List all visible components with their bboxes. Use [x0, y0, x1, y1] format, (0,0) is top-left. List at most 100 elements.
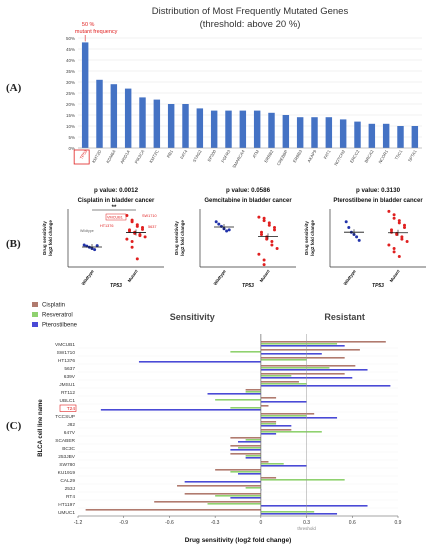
y-axis-label: log2 fold change — [180, 220, 185, 256]
bar — [397, 126, 404, 148]
data-point — [403, 223, 406, 227]
bar — [230, 497, 261, 499]
y-tick-label: HT1376 — [58, 358, 75, 364]
data-point — [257, 252, 261, 256]
bar — [207, 393, 261, 395]
data-point — [143, 235, 147, 239]
data-point — [130, 245, 134, 249]
bar — [238, 473, 261, 475]
bar — [260, 421, 277, 423]
chart-subtitle: (threshold: above 20 %) — [200, 19, 301, 30]
x-tick-label: PIK3CA — [134, 149, 146, 165]
data-point — [227, 228, 231, 232]
y-tick-label: SCABER — [55, 438, 75, 444]
p-value: p value: 0.0012 — [94, 187, 139, 194]
y-tick-label: RT112 — [61, 390, 75, 396]
y-tick-label: 20% — [66, 102, 75, 107]
bar — [184, 481, 261, 483]
bar — [215, 495, 261, 497]
x-tick-label: Wildtype — [212, 268, 227, 286]
legend-swatch — [32, 322, 38, 327]
x-tick-label: TSC1 — [394, 148, 404, 160]
x-tick-label: FAT4 — [179, 148, 189, 159]
bar — [245, 439, 261, 441]
bar — [260, 365, 356, 367]
x-tick-label: KMT2D — [91, 149, 102, 164]
data-point — [405, 239, 409, 243]
data-point — [397, 255, 401, 259]
data-point — [390, 230, 393, 234]
x-axis-label: TP53 — [110, 283, 122, 289]
bar — [230, 453, 261, 455]
bar — [260, 373, 345, 375]
bar — [230, 449, 261, 451]
bar — [260, 431, 322, 433]
y-tick-label: 5% — [68, 135, 75, 140]
data-point — [392, 250, 396, 254]
chart-title: Distribution of Most Frequently Mutated … — [152, 6, 349, 17]
data-point — [95, 244, 99, 248]
data-point — [125, 237, 129, 241]
data-point — [82, 243, 86, 247]
bar — [100, 409, 261, 411]
x-tick-label: Mutant — [389, 268, 401, 283]
y-tick-label: 639V — [64, 374, 76, 380]
bar — [124, 88, 132, 148]
data-point — [387, 243, 391, 247]
y-axis-label: BLCA cell line name — [38, 399, 44, 457]
bar — [245, 457, 261, 459]
bar — [85, 509, 261, 511]
data-point — [390, 228, 393, 232]
point-label: SW1710 — [142, 214, 157, 218]
x-tick-label: ATM — [251, 149, 260, 159]
highlight-box — [73, 149, 90, 165]
data-point — [357, 238, 361, 242]
highlight-box — [59, 404, 77, 412]
y-tick-label: 35% — [66, 69, 75, 74]
y-tick-label: J82 — [67, 422, 75, 428]
bar — [110, 84, 118, 148]
bar — [260, 343, 338, 345]
data-point — [347, 226, 351, 230]
x-tick-label: Wildtype — [342, 268, 357, 286]
x-tick-label: AKAP9 — [306, 148, 317, 163]
bar — [260, 479, 345, 481]
x-tick-label: SPTA1 — [407, 148, 418, 162]
data-point — [135, 257, 139, 261]
data-point — [267, 223, 271, 227]
data-point — [395, 233, 399, 237]
y-tick-label: 5637 — [64, 366, 75, 372]
data-point — [392, 246, 396, 250]
y-tick-label: SW780 — [59, 462, 75, 468]
bar — [260, 405, 269, 407]
y-tick-label: TCCSUP — [55, 414, 75, 420]
x-tick-label: -1.2 — [74, 520, 83, 526]
bar — [260, 349, 360, 351]
bar — [260, 359, 307, 361]
data-point — [270, 239, 274, 243]
bar — [260, 367, 330, 369]
data-point — [138, 234, 142, 238]
y-tick-label: 30% — [66, 80, 75, 85]
bar — [260, 425, 292, 427]
point-label: VMCUB1 — [107, 216, 123, 220]
bar — [96, 79, 103, 148]
y-tick-label: CAL29 — [60, 478, 75, 484]
bar — [260, 505, 368, 507]
data-point — [397, 221, 401, 225]
bar — [268, 112, 275, 148]
data-point — [392, 213, 396, 217]
bar — [282, 115, 290, 148]
data-point — [219, 224, 223, 228]
y-tick-label: 15% — [66, 113, 75, 118]
y-tick-label: BC3C — [62, 446, 75, 452]
panel-c-label: (C) — [6, 420, 22, 432]
bar — [260, 357, 345, 359]
bar — [260, 369, 368, 371]
data-point — [387, 209, 391, 213]
label-box — [105, 213, 127, 221]
x-tick-label: KMT2C — [148, 149, 159, 164]
legend-swatch — [32, 302, 38, 307]
bar — [230, 445, 261, 447]
bar — [260, 413, 315, 415]
